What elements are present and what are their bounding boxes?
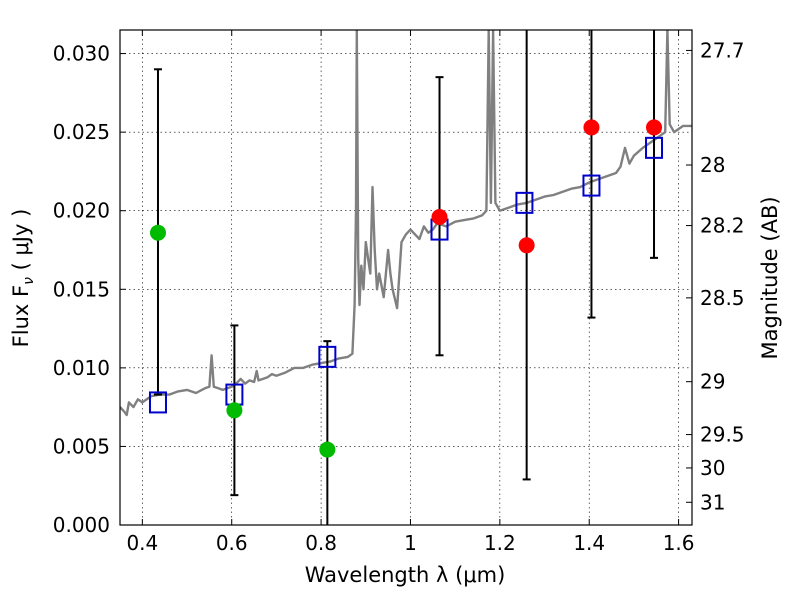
plot-area	[120, 30, 692, 525]
y-axis-ticks: 0.000 0.005 0.010 0.015 0.020 0.025 0.030	[53, 42, 126, 537]
model-point	[318, 345, 337, 368]
y-right-tick-label: 28	[700, 153, 725, 177]
x-tick-label: 0.6	[216, 531, 248, 555]
observed-point-red	[431, 209, 448, 225]
observed-point-red	[583, 119, 600, 136]
x-tick-label: 1.2	[484, 531, 516, 555]
y-right-axis-ticks: 27.7 28 28.2 28.5 29 29.5 30 31	[686, 38, 745, 514]
model-point	[582, 174, 601, 197]
plot-inner	[120, 30, 692, 417]
y-axis-label-main: Flux F	[9, 285, 33, 347]
y-tick-label: 0.005	[53, 434, 110, 458]
model-point	[148, 391, 167, 414]
x-tick-label: 1	[404, 531, 417, 555]
y-right-tick-label: 29	[700, 370, 725, 394]
observed-point-red	[518, 237, 535, 254]
axes-frame	[119, 29, 693, 526]
x-tick-label: 0.8	[305, 531, 337, 555]
x-tick-label: 1.4	[573, 531, 605, 555]
x-tick-label: 0.4	[126, 531, 158, 555]
y-right-tick-label: 30	[700, 456, 725, 480]
observed-point-red	[646, 119, 663, 136]
y-axis-label-sub: ν	[21, 277, 37, 285]
x-axis-ticks: 0.4 0.6 0.8 1 1.2 1.4 1.6	[126, 30, 695, 555]
y-right-tick-label: 27.7	[700, 38, 745, 62]
y-tick-label: 0.030	[53, 42, 110, 66]
y-axis-label-units: ( μJy )	[9, 209, 33, 277]
y-tick-label: 0.010	[53, 356, 110, 380]
x-tick-label: 1.6	[663, 531, 695, 555]
y-right-tick-label: 31	[700, 490, 725, 514]
y-tick-label: 0.015	[53, 277, 110, 301]
observed-point-green	[226, 402, 243, 419]
y-right-tick-label: 28.5	[700, 286, 745, 310]
observed-point-green	[319, 441, 336, 458]
observed-point-green	[149, 224, 166, 241]
y-axis-label: Flux Fν ( μJy )	[9, 209, 37, 348]
y-right-tick-label: 29.5	[700, 423, 745, 447]
y-tick-label: 0.025	[53, 120, 110, 144]
y-right-axis-label: Magnitude (AB)	[758, 196, 782, 359]
x-axis-label: Wavelength λ (μm)	[305, 563, 506, 587]
grid	[120, 30, 692, 526]
y-tick-label: 0.020	[53, 199, 110, 223]
model-point	[645, 136, 664, 159]
spectrum-line	[120, 30, 692, 417]
y-right-tick-label: 28.2	[700, 214, 745, 238]
y-tick-label: 0.000	[53, 513, 110, 537]
model-point	[515, 191, 534, 214]
